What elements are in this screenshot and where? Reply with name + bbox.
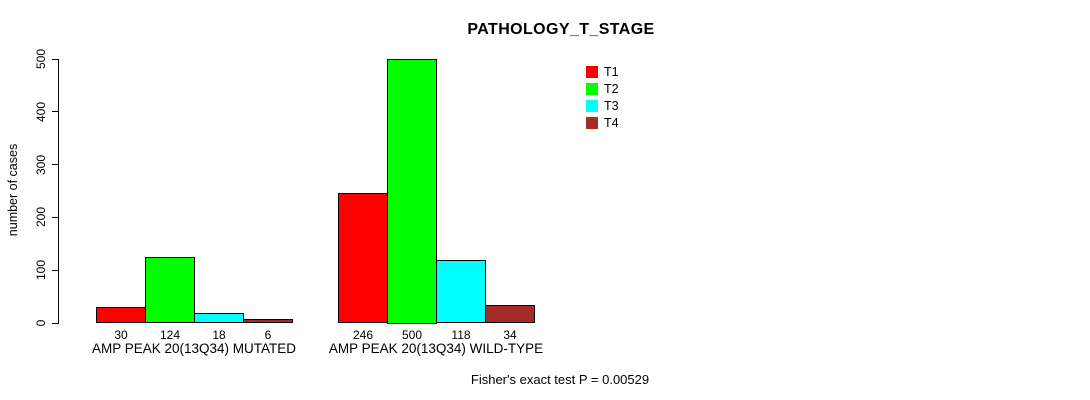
y-tick-label: 100 — [34, 260, 48, 281]
chart-title: PATHOLOGY_T_STAGE — [467, 21, 655, 38]
y-tick-label: 200 — [34, 207, 48, 228]
bar — [194, 312, 244, 324]
bar — [485, 304, 535, 324]
y-tick — [52, 164, 58, 166]
bar-value-label: 124 — [159, 328, 181, 342]
y-tick — [52, 111, 58, 113]
legend-swatch — [586, 99, 598, 112]
legend-label: T3 — [604, 98, 619, 113]
bar — [436, 260, 486, 324]
group-label: AMP PEAK 20(13Q34) WILD-TYPE — [328, 341, 544, 356]
bar — [387, 58, 437, 324]
legend: T1 T2 T3 T4 — [586, 63, 619, 131]
y-tick-label: 400 — [34, 101, 48, 122]
legend-item: T2 — [586, 80, 619, 97]
y-tick — [52, 216, 58, 218]
stat-test-note: Fisher's exact test P = 0.00529 — [470, 372, 650, 387]
y-tick — [52, 58, 58, 60]
legend-label: T1 — [604, 64, 619, 79]
bar-value-label: 34 — [503, 328, 517, 342]
y-tick — [52, 322, 58, 324]
y-tick-label: 500 — [34, 48, 48, 70]
bar — [145, 257, 195, 324]
legend-item: T3 — [586, 97, 619, 114]
legend-label: T2 — [604, 81, 619, 96]
legend-swatch — [586, 82, 598, 95]
bar-value-label: 500 — [401, 328, 423, 342]
legend-swatch — [586, 116, 598, 129]
y-axis-line — [58, 58, 59, 324]
bar-value-label: 246 — [352, 328, 374, 342]
bar-value-label: 18 — [212, 328, 226, 342]
bar — [96, 306, 146, 324]
y-tick-label: 300 — [34, 154, 48, 175]
legend-label: T4 — [604, 115, 619, 130]
bar-value-label: 6 — [264, 328, 272, 342]
bar — [243, 319, 293, 324]
legend-swatch — [586, 65, 598, 78]
group-label: AMP PEAK 20(13Q34) MUTATED — [91, 341, 297, 356]
y-tick-label: 0 — [34, 319, 48, 327]
y-tick — [52, 269, 58, 271]
bar-value-label: 118 — [451, 328, 471, 342]
legend-item: T1 — [586, 63, 619, 80]
bar — [338, 192, 388, 324]
legend-item: T4 — [586, 114, 619, 131]
bar-value-label: 30 — [114, 328, 128, 342]
